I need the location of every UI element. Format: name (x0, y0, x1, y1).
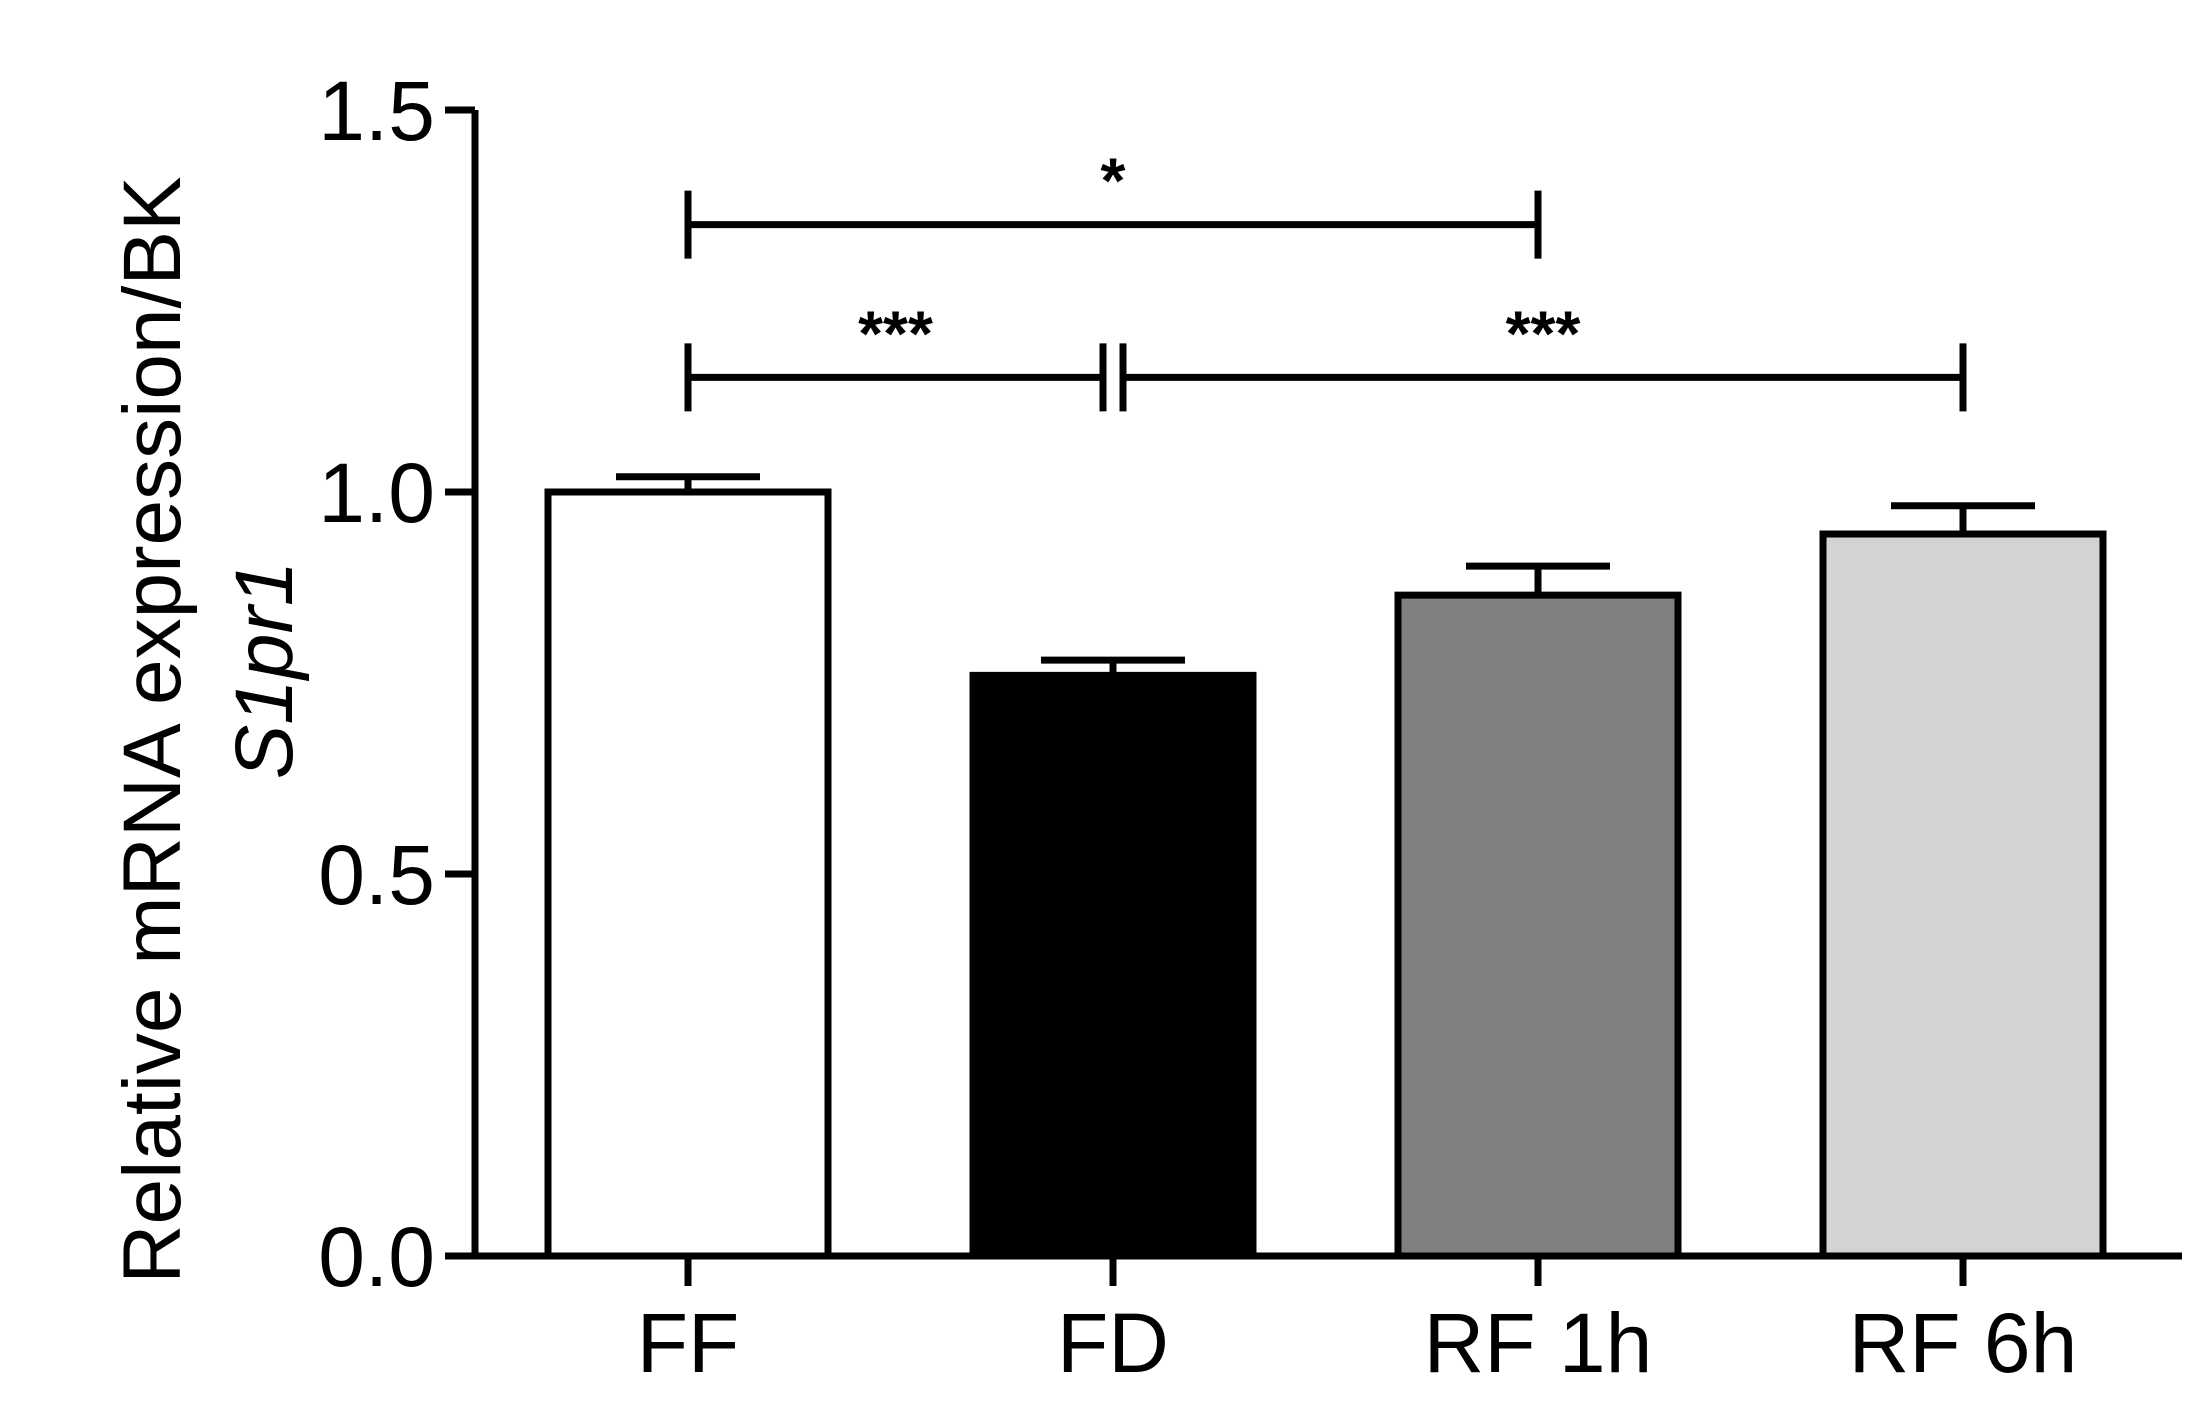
y-tick-label-0-5: 0.5 (318, 828, 435, 922)
y-axis-label: Relative mRNA expression/BK S1pr1 (107, 176, 310, 1283)
bar-fd (969, 671, 1257, 1260)
significance-3-label: *** (1506, 297, 1581, 369)
x-tick-label-rf-1h: RF 1h (1424, 1296, 1653, 1390)
bars-group (544, 488, 2107, 1260)
y-tick-label-1-0: 1.0 (318, 446, 435, 540)
significance-group: **** *** (684, 145, 1967, 412)
significance-2-label: *** (858, 297, 933, 369)
y-axis-label-line1: Relative mRNA expression/BK (107, 176, 198, 1283)
bar-ff (544, 488, 832, 1260)
significance-1-label: * (1101, 145, 1126, 217)
error-bars-group (616, 473, 2035, 676)
y-axis-label-line2: S1pr1 (219, 561, 310, 780)
axes-group: 0.0 0.5 1.0 1.5 FF FD RF 1h RF 6h (318, 64, 2182, 1390)
x-tick-label-rf-6h: RF 6h (1849, 1296, 2078, 1390)
x-tick-label-fd: FD (1057, 1296, 1169, 1390)
y-tick-label-1-5: 1.5 (318, 64, 435, 158)
bar-rf-6h (1819, 530, 2107, 1260)
bar-rf-1h (1394, 591, 1682, 1260)
x-tick-label-ff: FF (637, 1296, 740, 1390)
y-tick-label-0-0: 0.0 (318, 1210, 435, 1304)
